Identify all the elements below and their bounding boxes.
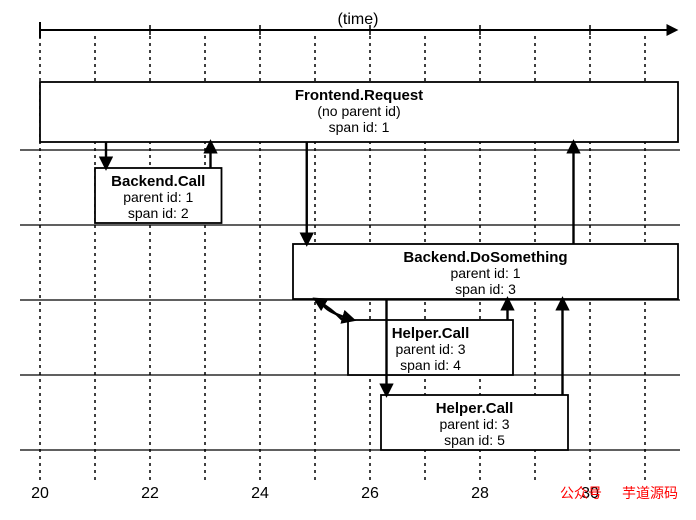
span-backend-dosomething: Backend.DoSomethingparent id: 1span id: …: [293, 244, 678, 299]
span-subtitle-2: span id: 4: [400, 357, 461, 373]
span-subtitle-1: parent id: 3: [439, 416, 509, 432]
timeline-label: (time): [338, 11, 379, 28]
span-title: Backend.DoSomething: [403, 249, 567, 266]
span-title: Helper.Call: [436, 400, 514, 417]
tick-label: 28: [471, 485, 489, 502]
span-subtitle-1: parent id: 1: [123, 189, 193, 205]
span-subtitle-2: span id: 3: [455, 281, 516, 297]
span-title: Helper.Call: [392, 325, 470, 342]
span-subtitle-1: (no parent id): [317, 103, 400, 119]
span-helper-call-2: Helper.Callparent id: 3span id: 5: [381, 395, 568, 450]
tick-label: 26: [361, 485, 379, 502]
watermark-text-1: 公众号: [560, 485, 602, 501]
tick-label: 20: [31, 485, 49, 502]
span-helper-call-1: Helper.Callparent id: 3span id: 4: [348, 320, 513, 375]
span-subtitle-2: span id: 5: [444, 432, 505, 448]
span-subtitle-1: parent id: 3: [395, 341, 465, 357]
tick-label: 22: [141, 485, 159, 502]
span-title: Backend.Call: [111, 173, 205, 190]
arrow-a6: [315, 299, 343, 320]
span-subtitle-2: span id: 1: [329, 119, 390, 135]
span-title: Frontend.Request: [295, 87, 423, 104]
span-subtitle-2: span id: 2: [128, 205, 189, 221]
tick-label: 24: [251, 485, 269, 502]
watermark-text-2: 芋道源码: [622, 485, 678, 501]
span-backend-call: Backend.Callparent id: 1span id: 2: [95, 168, 222, 223]
span-subtitle-1: parent id: 1: [450, 265, 520, 281]
span-frontend-request: Frontend.Request(no parent id)span id: 1: [40, 82, 678, 142]
